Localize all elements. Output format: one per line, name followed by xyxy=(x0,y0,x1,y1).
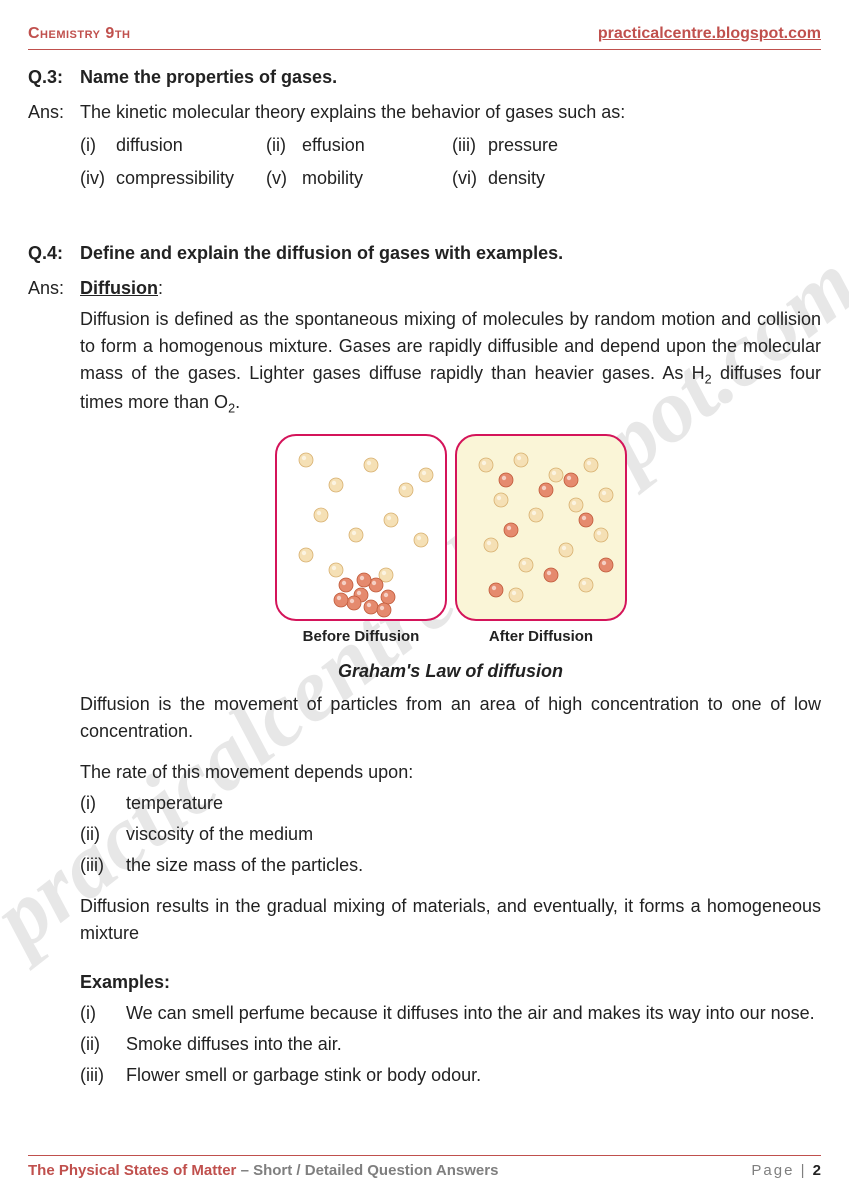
list-item: effusion xyxy=(302,132,452,159)
q3-ans-label: Ans: xyxy=(28,99,80,214)
footer-title: The Physical States of Matter – Short / … xyxy=(28,1160,498,1183)
list-item: (ii)viscosity of the medium xyxy=(80,821,821,848)
list-item: pressure xyxy=(488,132,608,159)
diffusion-svg: Before Diffusion After Diffusion xyxy=(271,433,631,648)
q4-definition: Diffusion is defined as the spontaneous … xyxy=(80,306,821,419)
q4-question: Q.4: Define and explain the diffusion of… xyxy=(28,240,821,267)
list-item: (ii)Smoke diffuses into the air. xyxy=(80,1031,821,1058)
page-footer: The Physical States of Matter – Short / … xyxy=(28,1155,821,1183)
list-num: (ii) xyxy=(266,132,302,159)
list-item: diffusion xyxy=(116,132,266,159)
q4-answer: Ans: Diffusion: Diffusion is defined as … xyxy=(28,275,821,1089)
list-num: (i) xyxy=(80,132,116,159)
list-item: (iii)the size mass of the particles. xyxy=(80,852,821,879)
footer-page: Page | 2 xyxy=(751,1160,821,1183)
list-item: compressibility xyxy=(116,165,266,192)
header-subject: Chemistry 9th xyxy=(28,22,131,46)
diffusion-diagram: Before Diffusion After Diffusion Graham's… xyxy=(80,433,821,685)
list-num: (v) xyxy=(266,165,302,192)
q3-ans-intro: The kinetic molecular theory explains th… xyxy=(80,99,821,126)
svg-text:Before Diffusion: Before Diffusion xyxy=(302,628,419,645)
examples-heading: Examples: xyxy=(80,969,821,996)
q4-label: Q.4: xyxy=(28,240,80,267)
q3-label: Q.3: xyxy=(28,64,80,91)
page-header: Chemistry 9th practicalcentre.blogspot.c… xyxy=(28,22,821,50)
q4-text: Define and explain the diffusion of gase… xyxy=(80,240,563,267)
q3-answer: Ans: The kinetic molecular theory explai… xyxy=(28,99,821,214)
q3-question: Q.3: Name the properties of gases. xyxy=(28,64,821,91)
q4-para3: Diffusion results in the gradual mixing … xyxy=(80,893,821,947)
list-num: (iii) xyxy=(452,132,488,159)
q4-para2: Diffusion is the movement of particles f… xyxy=(80,691,821,745)
q4-term-line: Diffusion: xyxy=(80,275,821,302)
q4-term: Diffusion xyxy=(80,278,158,298)
q3-text: Name the properties of gases. xyxy=(80,64,337,91)
diagram-caption: Graham's Law of diffusion xyxy=(80,658,821,685)
svg-text:After Diffusion: After Diffusion xyxy=(488,628,592,645)
list-item: (i)We can smell perfume because it diffu… xyxy=(80,1000,821,1027)
q3-properties-grid: (i)diffusion (ii)effusion (iii)pressure … xyxy=(80,132,821,192)
list-num: (iv) xyxy=(80,165,116,192)
header-url[interactable]: practicalcentre.blogspot.com xyxy=(598,22,821,46)
list-item: (i)temperature xyxy=(80,790,821,817)
list-item: (iii)Flower smell or garbage stink or bo… xyxy=(80,1062,821,1089)
q4-colon: : xyxy=(158,278,163,298)
list-item: mobility xyxy=(302,165,452,192)
list-item: density xyxy=(488,165,608,192)
q4-rate-intro: The rate of this movement depends upon: xyxy=(80,759,821,786)
list-num: (vi) xyxy=(452,165,488,192)
q4-ans-label: Ans: xyxy=(28,275,80,1089)
